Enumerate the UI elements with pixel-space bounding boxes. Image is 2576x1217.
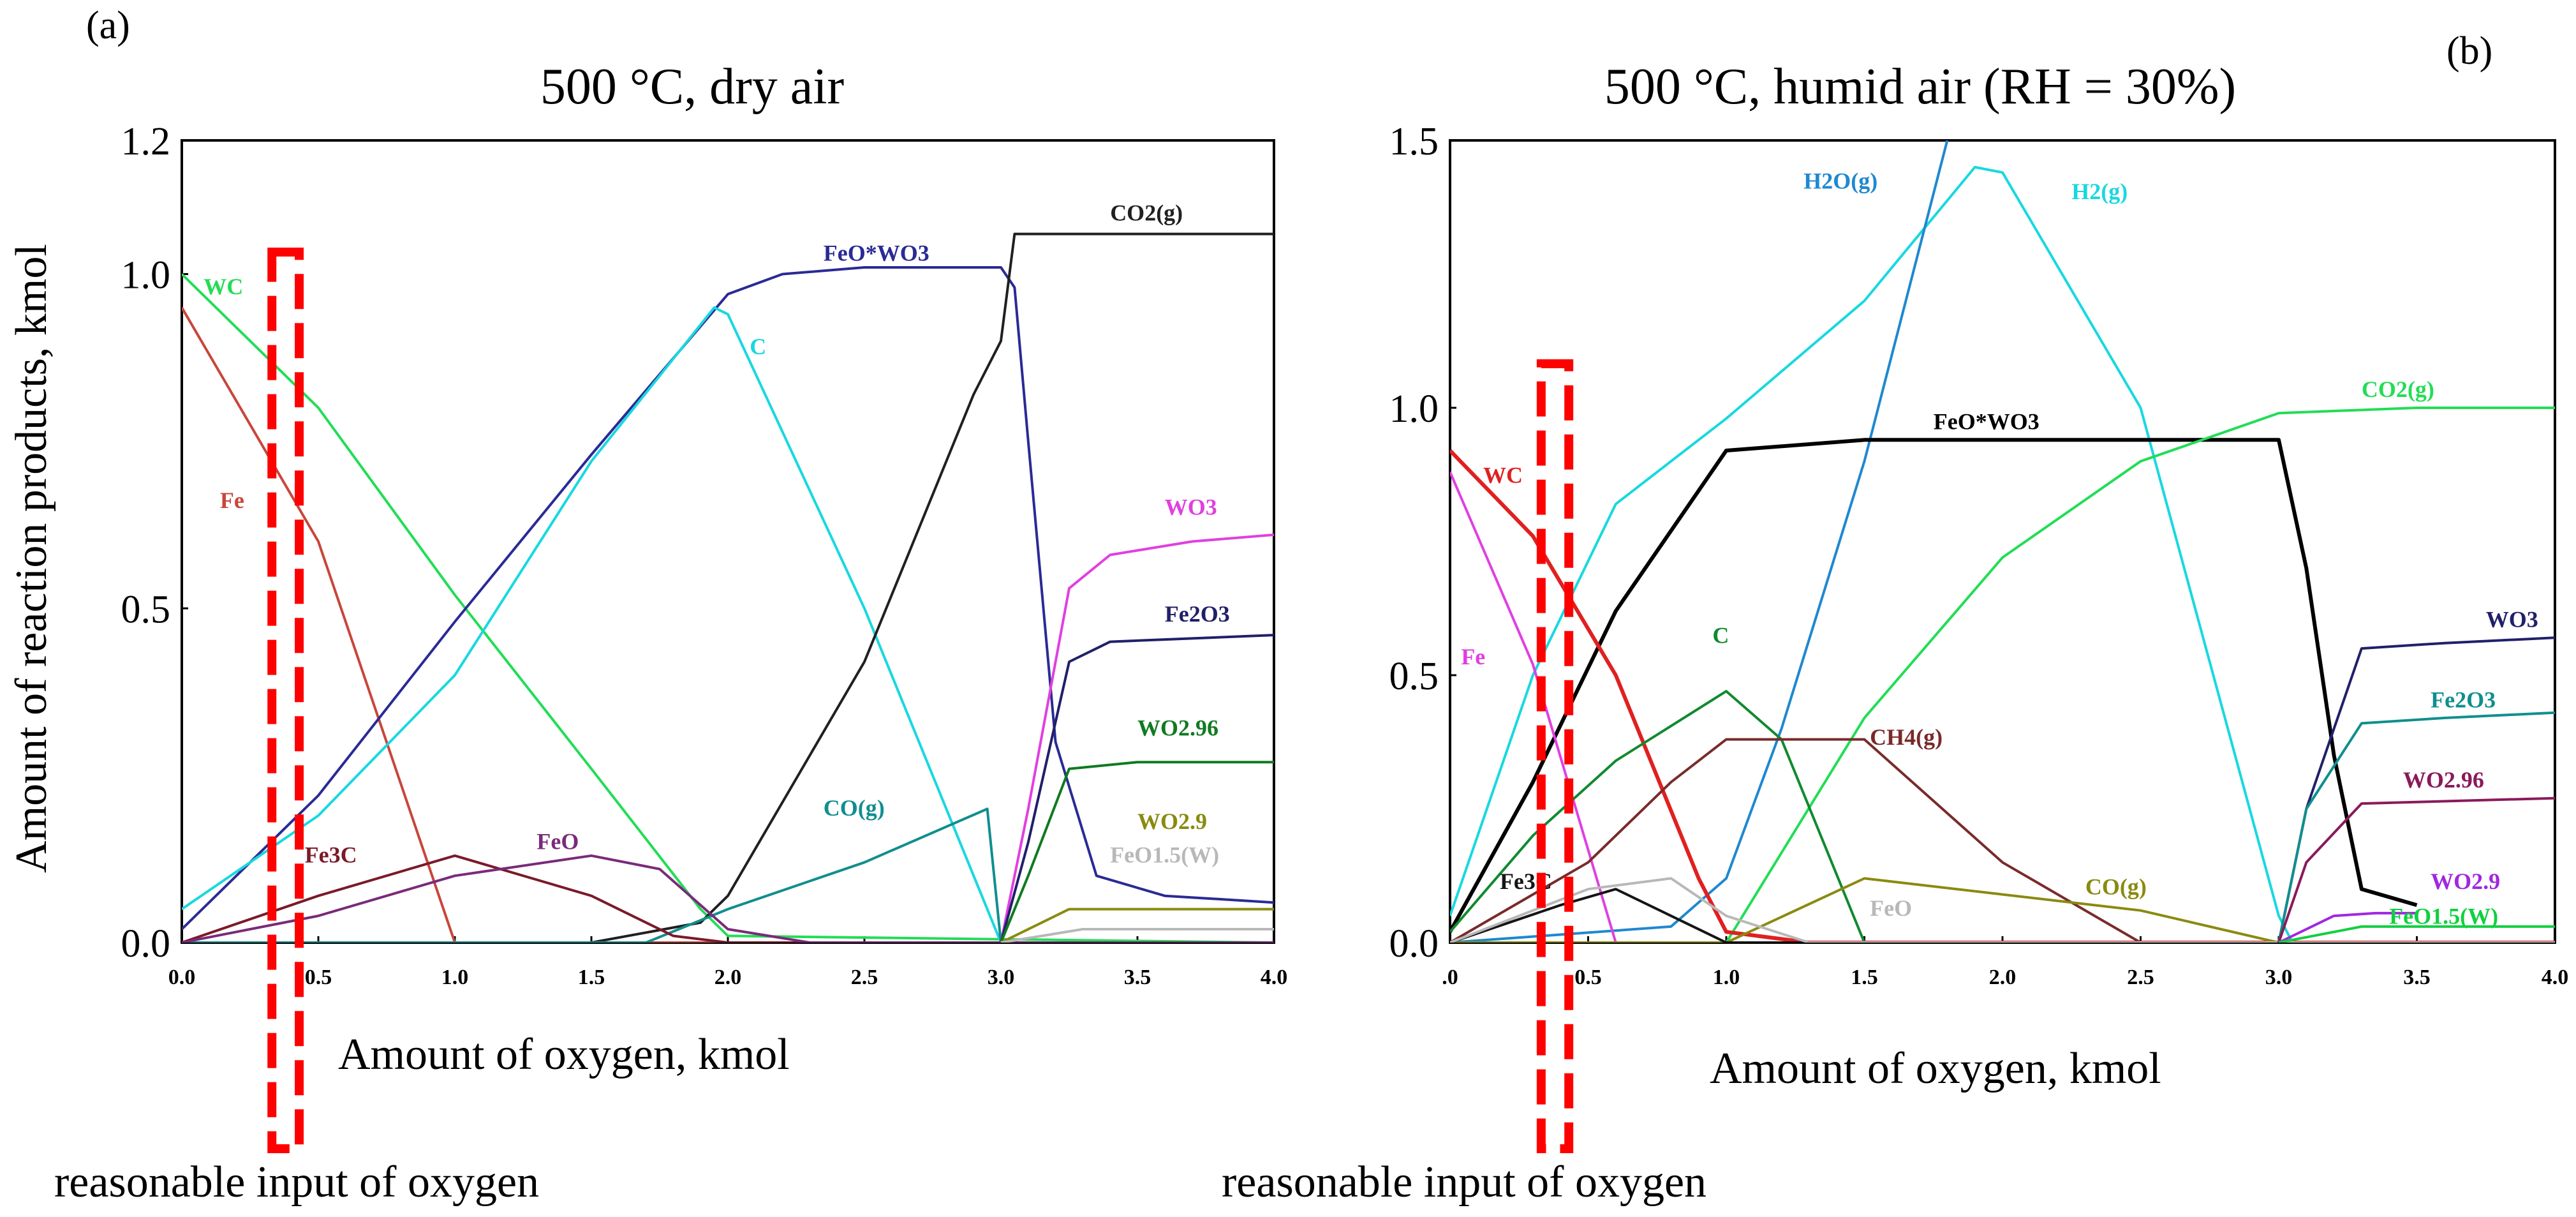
panel-a-xlabel: Amount of oxygen, kmol: [338, 1030, 790, 1079]
series-label-wc: WC: [1483, 462, 1523, 488]
series-line-fe3c: [1450, 888, 2555, 943]
y-tick-label: 0.0: [121, 922, 171, 966]
series-line-wo2-9: [2278, 911, 2417, 943]
y-tick-label: 1.5: [1389, 120, 1439, 163]
reasonable-oxygen-box: [1536, 359, 1574, 1153]
x-tick-label: 0.5: [1574, 966, 1602, 989]
panel-a-title: 500 °C, dry air: [540, 59, 844, 115]
series-label-co2-g: CO2(g): [1110, 200, 1183, 226]
series-label-feo: FeO: [1870, 895, 1912, 921]
series-label-h2o-g: H2O(g): [1803, 168, 1877, 193]
series-line-wo2-96: [2277, 796, 2555, 943]
plot-frame: [1449, 139, 2556, 944]
series-label-wo3: WO3: [1165, 495, 1217, 520]
panel-b-title: 500 °C, humid air (RH = 30%): [1604, 59, 2236, 115]
series-line-feo1-5-w: [1000, 928, 1274, 943]
series-line-wc: [1450, 449, 2555, 943]
series-line-feo1-5-w: [2278, 925, 2555, 943]
series-line-co-g: [1450, 877, 2555, 943]
series-label-feo1-5-w: FeO1.5(W): [2389, 904, 2498, 929]
y-tick-label: 0.5: [1389, 655, 1439, 698]
y-tick-label: 1.0: [1389, 387, 1439, 431]
series-label-wo2-96: WO2.96: [2403, 767, 2484, 793]
chart-b: .0 0.5 1.0 1.5 2.0 2.5 3.0 3.5 4.0 0.0 0.5 1.0 1.5 H2…: [1389, 120, 2569, 1153]
series-line-wc: [182, 273, 1274, 943]
panel-a-label: (a): [86, 4, 130, 47]
panel-b-xlabel: Amount of oxygen, kmol: [1710, 1044, 2161, 1093]
series-label-feo: FeO: [537, 828, 579, 854]
x-tick-label: 3.5: [1124, 966, 1151, 989]
plot-frame: [181, 139, 1275, 944]
series-label-ch4-g: CH4(g): [1870, 724, 1943, 750]
series-line-c: [182, 306, 1274, 943]
y-tick-label: 0.0: [1389, 922, 1439, 966]
series-label-fe2o3: Fe2O3: [2431, 687, 2496, 712]
series-label-co-g: CO(g): [2085, 874, 2147, 900]
series-label-wo3: WO3: [2486, 607, 2538, 632]
x-tick-label: 0.0: [168, 966, 196, 989]
chart-a: 0.0 0.5 1.0 1.5 2.0 2.5 3.0 3.5 4.0 0.0 0.5 1.0 1.2 W…: [121, 120, 1288, 1153]
panel-a-ylabel: Amount of reaction products, kmol: [7, 244, 56, 873]
series-line-h2o-g: [1450, 140, 1949, 943]
series-label-feo-wo3: FeO*WO3: [1934, 409, 2039, 435]
series-label-wc: WC: [204, 274, 243, 299]
series-line-co2-g: [182, 232, 1274, 943]
reasonable-oxygen-box: [267, 248, 304, 1153]
series-line-feo-wo3: [182, 266, 1274, 930]
x-tick-label: 1.0: [441, 966, 469, 989]
panel-a-annotation: reasonable input of oxygen: [54, 1158, 539, 1207]
series-line-feo-wo3: [1450, 438, 2418, 933]
series-group: [182, 232, 1274, 943]
series-label-c: C: [750, 334, 766, 359]
panel-b-label: (b): [2446, 29, 2492, 73]
series-label-co2-g: CO2(g): [2362, 377, 2434, 402]
x-tick-label: 2.5: [2127, 966, 2154, 989]
x-tick-label: 1.5: [1851, 966, 1878, 989]
series-label-fe: Fe: [1461, 644, 1485, 669]
series-label-wo2-9: WO2.9: [2431, 869, 2500, 894]
series-line-fe3c: [182, 854, 1274, 943]
x-tick-label: 4.0: [1261, 966, 1288, 989]
series-label-fe: Fe: [220, 488, 244, 513]
x-tick-label: 0.5: [305, 966, 332, 989]
y-tick-label: 0.5: [121, 588, 171, 631]
x-tick-label: 3.0: [2265, 966, 2293, 989]
series-line-wo2-96: [1000, 761, 1274, 943]
y-tick-label: 1.0: [121, 254, 171, 297]
series-line-fe2o3: [1000, 634, 1274, 943]
series-label-fe2o3: Fe2O3: [1165, 601, 1230, 627]
series-line-fe2o3: [2277, 711, 2555, 943]
series-label-wo2-96: WO2.96: [1137, 715, 1218, 740]
series-line-fe: [182, 306, 1274, 943]
series-label-c: C: [1712, 623, 1729, 648]
series-line-co2-g: [1450, 407, 2555, 943]
x-tick-label: 1.0: [1713, 966, 1740, 989]
series-line-co-g: [182, 807, 1274, 943]
series-line-fe: [1450, 471, 2555, 943]
x-tick-label: 3.0: [988, 966, 1015, 989]
series-line-wo2-9: [1000, 907, 1274, 943]
x-tick-label: 4.0: [2542, 966, 2569, 989]
series-line-ch4-g: [1450, 738, 2555, 943]
series-group: [1450, 140, 2555, 943]
series-label-h2-g: H2(g): [2071, 179, 2128, 204]
series-label-co-g: CO(g): [824, 795, 885, 821]
series-line-c: [1450, 690, 2555, 943]
panel-b-annotation: reasonable input of oxygen: [1222, 1158, 1706, 1207]
x-tick-label: 2.0: [1989, 966, 2017, 989]
x-tick-label: .0: [1442, 966, 1458, 989]
series-label-fe3c: Fe3C: [305, 842, 357, 867]
series-label-feo1-5-w: FeO1.5(W): [1110, 842, 1219, 867]
x-tick-label: 2.5: [851, 966, 878, 989]
x-tick-label: 2.0: [714, 966, 742, 989]
series-label-feo-wo3: FeO*WO3: [824, 241, 929, 266]
x-tick-label: 1.5: [578, 966, 605, 989]
y-tick-label: 1.2: [121, 120, 171, 163]
series-line-wo3: [1000, 534, 1274, 943]
x-tick-label: 3.5: [2403, 966, 2431, 989]
series-line-feo: [182, 854, 1274, 943]
series-label-wo2-9: WO2.9: [1137, 809, 1207, 834]
